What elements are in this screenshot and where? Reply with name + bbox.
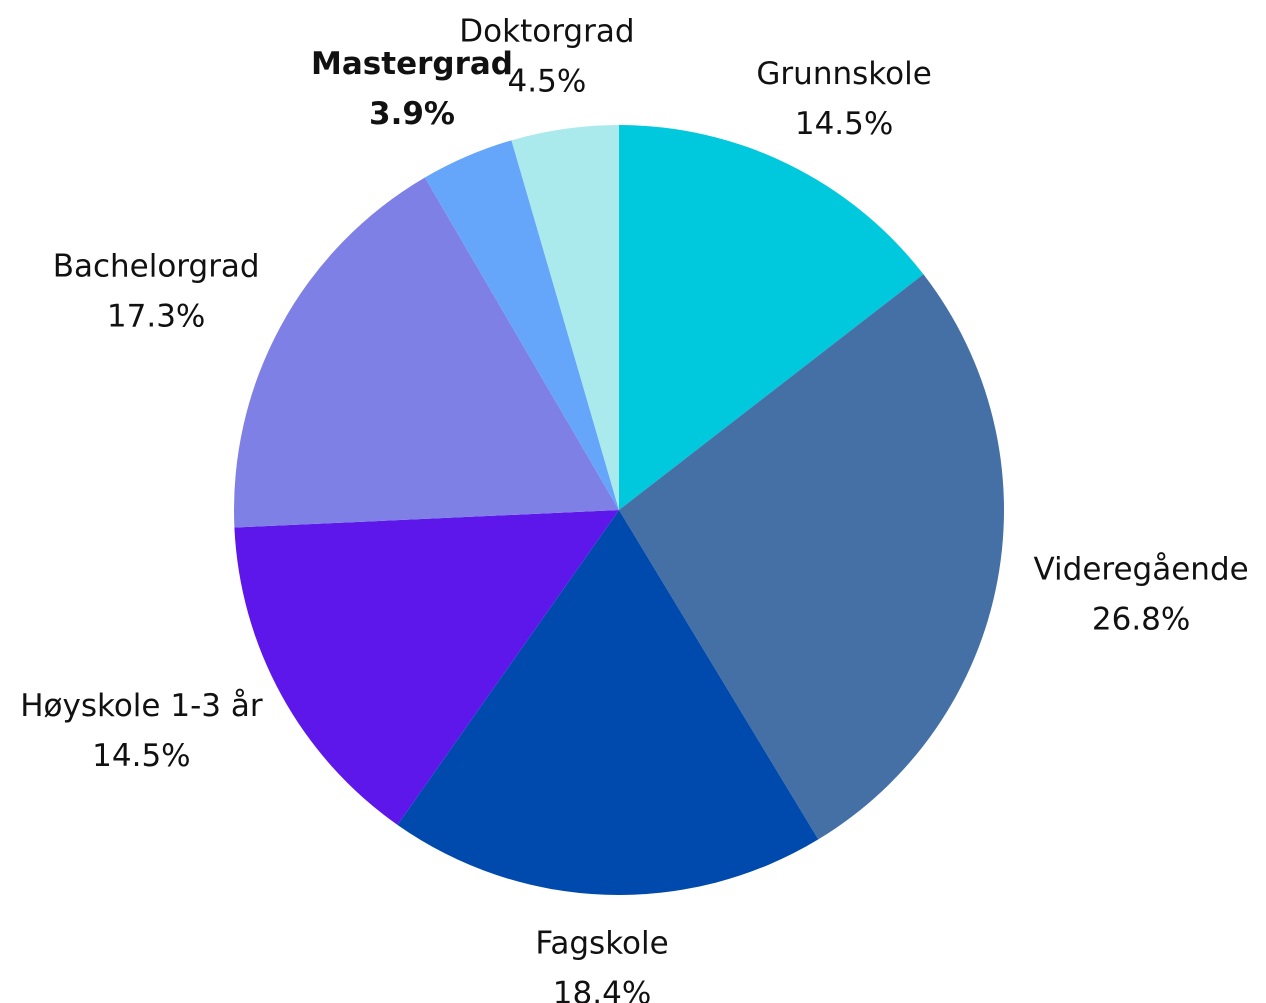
slice-value-label: 17.3% xyxy=(107,298,205,334)
slice-label: Høyskole 1-3 år xyxy=(20,688,263,724)
slice-value-label: 14.5% xyxy=(795,106,893,142)
pie-slice xyxy=(511,125,619,510)
slice-label: Mastergrad xyxy=(311,46,513,82)
pie-slice xyxy=(619,125,924,510)
slice-label: Videregående xyxy=(1034,551,1249,587)
slice-label: Fagskole xyxy=(535,926,668,962)
pie-slice xyxy=(619,274,1004,840)
slice-value-label: 3.9% xyxy=(369,96,455,132)
slice-label: Bachelorgrad xyxy=(53,248,260,284)
pie-slice xyxy=(233,177,619,528)
slice-label: Grunnskole xyxy=(756,56,931,92)
slice-value-label: 18.4% xyxy=(553,976,651,1003)
slice-value-label: 26.8% xyxy=(1092,601,1190,637)
slice-value-label: 14.5% xyxy=(92,738,190,774)
pie-slice xyxy=(397,510,819,895)
pie-slice xyxy=(424,140,619,510)
pie-slice xyxy=(234,510,619,825)
slice-label: Doktorgrad xyxy=(459,14,634,50)
slice-value-label: 4.5% xyxy=(508,64,587,100)
